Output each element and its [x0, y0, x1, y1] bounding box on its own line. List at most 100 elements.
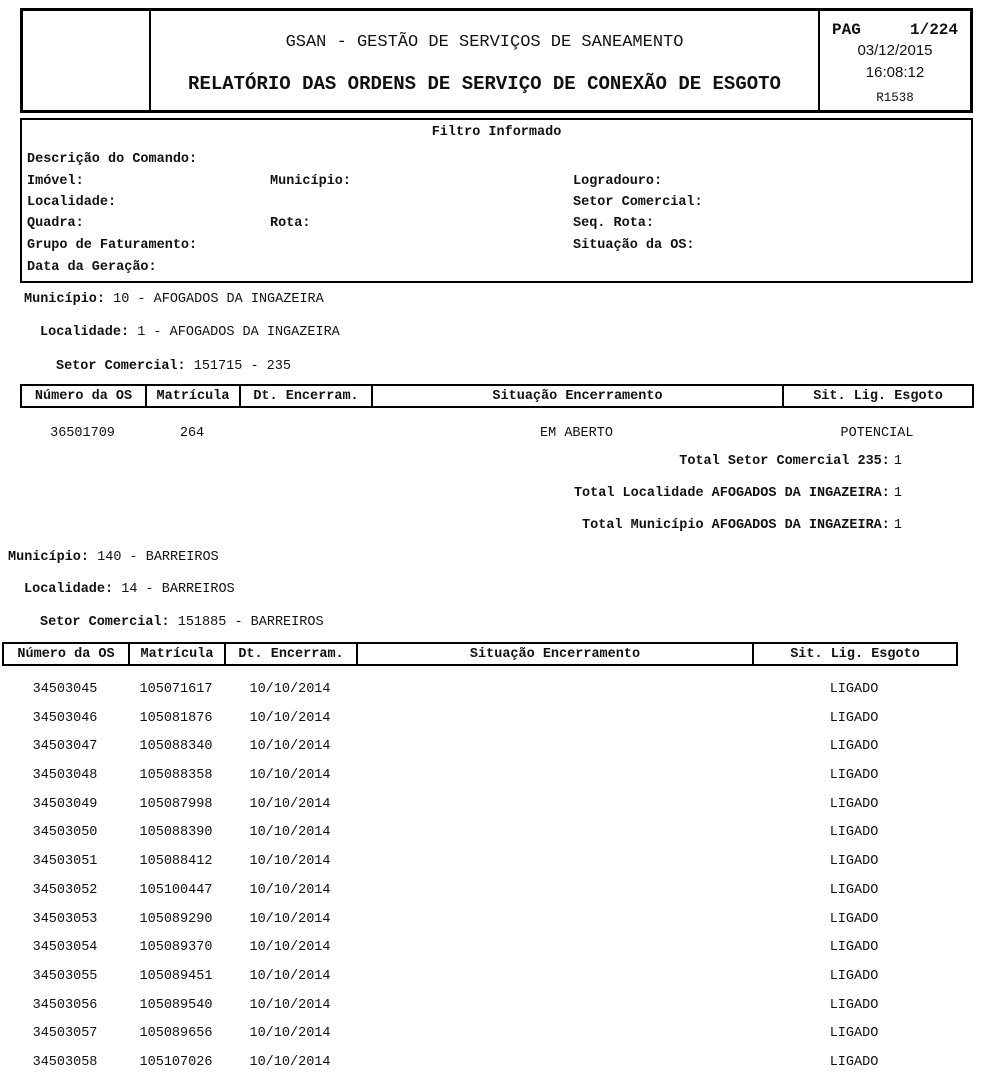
cell-numero-os: 34503050: [32, 825, 98, 841]
cell-sit-lig-esgoto: LIGADO: [829, 1055, 879, 1071]
filter-field-quadra: Quadra:: [27, 216, 84, 231]
cell-situacao-encerramento: EM ABERTO: [540, 425, 613, 441]
column-header-numero-os: Número da OS: [20, 384, 147, 408]
filter-field-setor-comercial: Setor Comercial:: [573, 195, 703, 210]
cell-sit-lig-esgoto: LIGADO: [829, 997, 879, 1013]
municipio-value: 10 - AFOGADOS DA INGAZEIRA: [113, 292, 324, 307]
cell-sit-lig-esgoto: LIGADO: [829, 710, 879, 726]
cell-situacao-encerramento: [356, 1048, 752, 1077]
cell-dt-encerram: 10/10/2014: [249, 882, 331, 898]
cell-dt-encerram: 10/10/2014: [249, 1055, 331, 1071]
filter-title: Filtro Informado: [431, 125, 562, 140]
cell-dt-encerram: 10/10/2014: [249, 739, 331, 755]
column-header-situacao-encerramento: Situação Encerramento: [371, 384, 784, 408]
cell-sit-lig-esgoto: LIGADO: [829, 882, 879, 898]
cell-matricula: 105071617: [139, 681, 213, 697]
cell-dt-encerram: 10/10/2014: [249, 969, 331, 985]
setor-comercial-label: Setor Comercial:: [56, 359, 186, 374]
os-table-body: 34503045 105071617 10/10/2014 LIGADO 345…: [2, 675, 956, 1077]
cell-numero-os: 34503053: [32, 911, 98, 927]
cell-numero-os: 34503048: [32, 768, 98, 784]
cell-situacao-encerramento: [356, 704, 752, 733]
cell-situacao-encerramento: [356, 905, 752, 934]
cell-sit-lig-esgoto: LIGADO: [829, 768, 879, 784]
localidade-value: 1 - AFOGADOS DA INGAZEIRA: [137, 325, 340, 340]
cell-matricula: 105089370: [139, 940, 213, 956]
cell-matricula: 105089290: [139, 911, 213, 927]
table-row: 34503058 105107026 10/10/2014 LIGADO: [2, 1048, 956, 1077]
cell-situacao-encerramento: [356, 790, 752, 819]
table-row: 34503055 105089451 10/10/2014 LIGADO: [2, 962, 956, 991]
cell-matricula: 105100447: [139, 882, 213, 898]
localidade-label: Localidade:: [24, 582, 114, 597]
report-title: GSAN - GESTÃO DE SERVIÇOS DE SANEAMENTO: [285, 33, 684, 52]
column-header-situacao-encerramento: Situação Encerramento: [356, 642, 754, 666]
os-table-body: 36501709 264 EM ABERTO POTENCIAL: [20, 420, 972, 446]
cell-matricula: 105088412: [139, 854, 213, 870]
cell-sit-lig-esgoto: LIGADO: [829, 796, 879, 812]
table-row: 34503049 105087998 10/10/2014 LIGADO: [2, 790, 956, 819]
localidade-value: 14 - BARREIROS: [121, 582, 235, 597]
cell-sit-lig-esgoto: LIGADO: [829, 911, 879, 927]
cell-matricula: 105089540: [139, 997, 213, 1013]
report-code: R1538: [876, 91, 914, 105]
filter-panel: Filtro Informado Descrição do Comando: I…: [20, 118, 973, 283]
municipio-line: Município: 140 - BARREIROS: [8, 550, 219, 566]
os-table-header: Número da OS Matrícula Dt. Encerram. Sit…: [20, 384, 974, 408]
page-number: 1/224: [909, 21, 958, 39]
filter-field-rota: Rota:: [270, 216, 311, 231]
cell-numero-os: 34503055: [32, 969, 98, 985]
page-indicator: PAG 1/224: [832, 22, 958, 38]
cell-numero-os: 34503046: [32, 710, 98, 726]
cell-dt-encerram: 10/10/2014: [249, 1026, 331, 1042]
cell-matricula: 105089451: [139, 969, 213, 985]
table-row: 34503051 105088412 10/10/2014 LIGADO: [2, 847, 956, 876]
total-value: 1: [893, 454, 902, 469]
total-setor-comercial: Total Setor Comercial 235: 1: [0, 454, 902, 470]
cell-dt-encerram: 10/10/2014: [249, 940, 331, 956]
cell-numero-os: 34503049: [32, 796, 98, 812]
total-label: Total Localidade AFOGADOS DA INGAZEIRA:: [573, 486, 890, 501]
total-label: Total Setor Comercial 235:: [679, 454, 890, 469]
cell-dt-encerram: 10/10/2014: [249, 768, 331, 784]
municipio-line: Município: 10 - AFOGADOS DA INGAZEIRA: [24, 292, 324, 308]
table-row: 34503052 105100447 10/10/2014 LIGADO: [2, 876, 956, 905]
report-time: 16:08:12: [865, 64, 925, 81]
filter-field-municipio: Município:: [270, 174, 352, 189]
column-header-numero-os: Número da OS: [2, 642, 130, 666]
report-header: GSAN - GESTÃO DE SERVIÇOS DE SANEAMENTO …: [20, 8, 973, 113]
table-row: 34503047 105088340 10/10/2014 LIGADO: [2, 732, 956, 761]
cell-numero-os: 34503051: [32, 854, 98, 870]
column-header-sit-lig-esgoto: Sit. Lig. Esgoto: [752, 642, 958, 666]
cell-numero-os: 34503057: [32, 1026, 98, 1042]
cell-dt-encerram: 10/10/2014: [249, 825, 331, 841]
cell-dt-encerram: 10/10/2014: [249, 997, 331, 1013]
cell-sit-lig-esgoto: LIGADO: [829, 854, 879, 870]
filter-field-logradouro: Logradouro:: [573, 174, 663, 189]
cell-matricula: 105107026: [139, 1055, 213, 1071]
cell-dt-encerram: [239, 420, 371, 446]
report-info-area: PAG 1/224 03/12/2015 16:08:12 R1538: [818, 11, 970, 110]
setor-comercial-line: Setor Comercial: 151715 - 235: [56, 359, 291, 375]
cell-dt-encerram: 10/10/2014: [249, 710, 331, 726]
report-title-area: GSAN - GESTÃO DE SERVIÇOS DE SANEAMENTO …: [151, 11, 818, 110]
cell-situacao-encerramento: [356, 991, 752, 1020]
municipio-label: Município:: [24, 292, 106, 307]
cell-situacao-encerramento: [356, 1020, 752, 1049]
filter-field-seq-rota: Seq. Rota:: [573, 216, 655, 231]
filter-field-grupo-faturamento: Grupo de Faturamento:: [27, 238, 198, 253]
cell-situacao-encerramento: [356, 847, 752, 876]
filter-field-descricao-comando: Descrição do Comando:: [27, 152, 198, 167]
filter-field-situacao-os: Situação da OS:: [573, 238, 695, 253]
localidade-line: Localidade: 14 - BARREIROS: [24, 582, 235, 598]
column-header-matricula: Matrícula: [128, 642, 226, 666]
filter-field-localidade: Localidade:: [27, 195, 117, 210]
column-header-sit-lig-esgoto: Sit. Lig. Esgoto: [782, 384, 974, 408]
cell-sit-lig-esgoto: LIGADO: [829, 681, 879, 697]
cell-sit-lig-esgoto: LIGADO: [829, 739, 879, 755]
setor-comercial-value: 151715 - 235: [193, 359, 291, 374]
municipio-value: 140 - BARREIROS: [97, 550, 219, 565]
cell-sit-lig-esgoto: LIGADO: [829, 969, 879, 985]
total-value: 1: [893, 518, 902, 533]
